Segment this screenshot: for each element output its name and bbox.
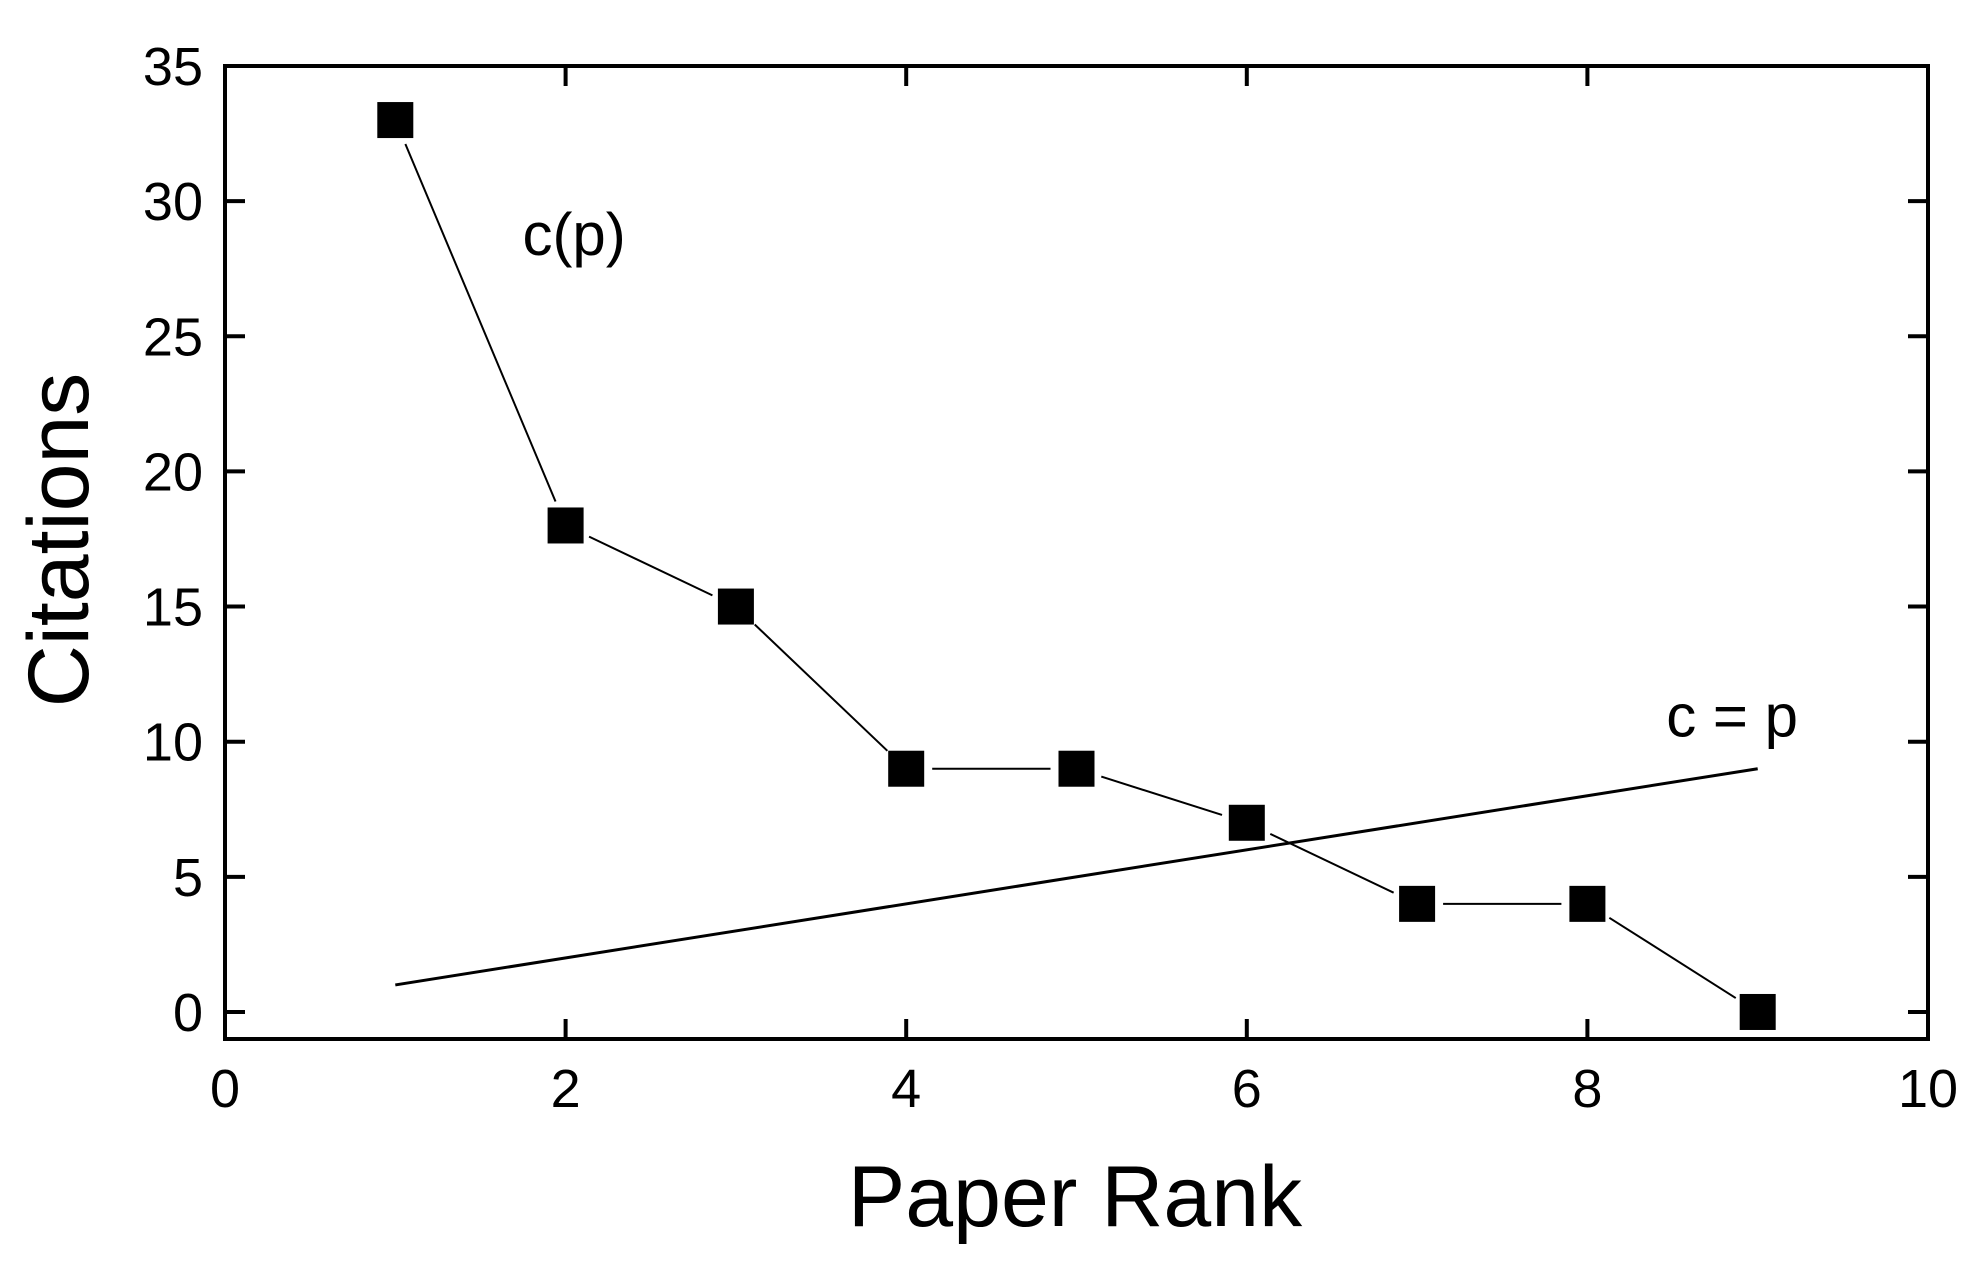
series-1-segment bbox=[1100, 775, 1223, 816]
series-1-marker bbox=[1739, 993, 1776, 1030]
series-1-segment bbox=[754, 623, 889, 752]
y-tick-label: 10 bbox=[143, 713, 203, 773]
series-1-marker bbox=[1569, 885, 1606, 922]
x-tick-label: 8 bbox=[1572, 1059, 1602, 1119]
series-1-segment bbox=[404, 143, 557, 502]
series-1-marker bbox=[377, 102, 414, 139]
series-1-marker bbox=[717, 588, 754, 625]
x-axis-title: Paper Rank bbox=[848, 1149, 1303, 1245]
series-1-marker bbox=[1228, 804, 1265, 841]
axes-layer: 0 2 4 6 8 10 0 5 10 15 20 25 30 35 bbox=[143, 37, 1958, 1119]
y-tick-label: 30 bbox=[143, 172, 203, 232]
series-1-segment bbox=[588, 535, 713, 597]
y-tick-label: 25 bbox=[143, 307, 203, 367]
series-1-marker bbox=[547, 507, 584, 544]
series-1-marker bbox=[1058, 750, 1095, 787]
y-tick-label: 20 bbox=[143, 442, 203, 502]
series-1-marker bbox=[1399, 885, 1436, 922]
x-tick-label: 4 bbox=[891, 1059, 921, 1119]
series-1-marker bbox=[888, 750, 925, 787]
y-tick-label: 35 bbox=[143, 37, 203, 97]
series-layer: c(p) c = p bbox=[377, 102, 1798, 1030]
x-tick-label: 2 bbox=[551, 1059, 581, 1119]
series-1-segment bbox=[1608, 916, 1737, 999]
series-2-segment bbox=[395, 767, 1758, 987]
annotation-1: c(p) bbox=[522, 201, 625, 268]
y-tick-label: 5 bbox=[173, 848, 203, 908]
y-axis-title: Citations bbox=[11, 373, 107, 708]
y-tick-label: 0 bbox=[173, 983, 203, 1043]
annotation-2: c = p bbox=[1666, 682, 1798, 749]
x-tick-label: 0 bbox=[210, 1059, 240, 1119]
y-tick-label: 15 bbox=[143, 578, 203, 638]
x-tick-label: 6 bbox=[1232, 1059, 1262, 1119]
x-tick-label: 10 bbox=[1898, 1059, 1958, 1119]
plot-frame bbox=[223, 64, 1930, 1041]
